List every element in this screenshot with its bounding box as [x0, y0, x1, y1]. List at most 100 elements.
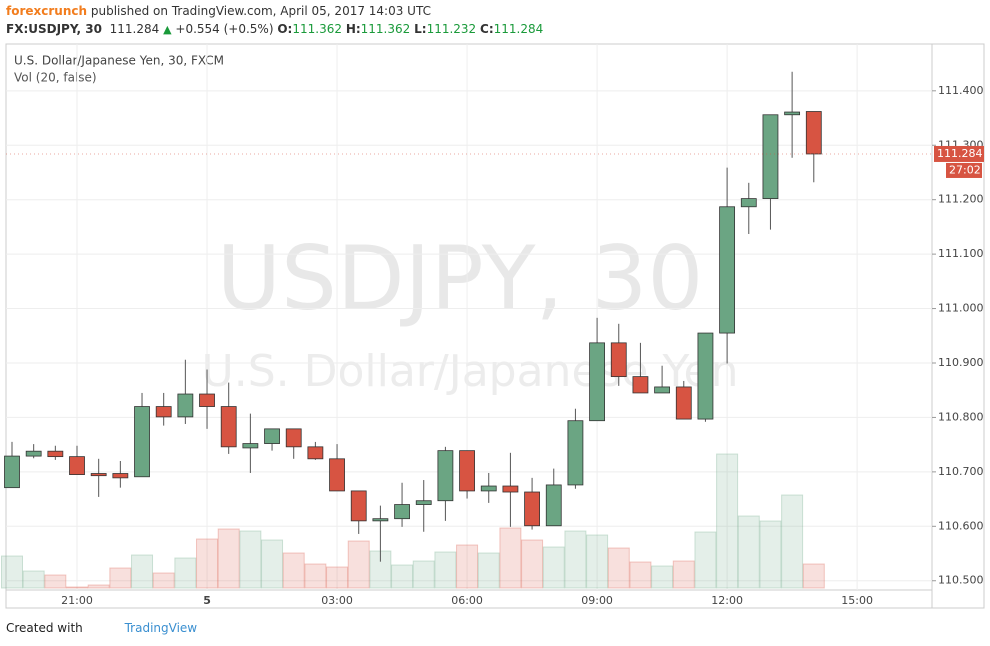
candle-body — [69, 456, 85, 475]
candle-body — [112, 473, 129, 479]
volume-bar — [66, 586, 89, 589]
candle-body — [567, 420, 584, 486]
x-tick-label: 15:00 — [841, 594, 873, 607]
volume-bar — [239, 530, 262, 589]
o-label: O: — [277, 22, 293, 36]
plot-frame — [5, 43, 933, 591]
volume-bar — [781, 494, 804, 589]
candle-body — [372, 518, 389, 522]
price-axis — [931, 43, 985, 609]
volume-bar — [802, 563, 825, 589]
volume-bar — [737, 515, 760, 589]
x-tick-label: 03:00 — [321, 594, 353, 607]
volume-bar — [196, 538, 219, 589]
candle-body — [545, 484, 562, 527]
candle-body — [589, 342, 605, 422]
candle-body — [459, 450, 475, 492]
candle-body — [415, 500, 432, 505]
volume-bar — [499, 527, 522, 589]
volume-bar — [369, 550, 392, 589]
volume-bar — [152, 572, 175, 589]
y-tick-label: 110.900 — [938, 356, 984, 369]
y-tick-label: 111.100 — [938, 247, 984, 260]
candle-body — [632, 376, 649, 394]
candle-body — [199, 393, 215, 407]
candle-body — [502, 485, 519, 493]
volume-bar — [456, 544, 479, 589]
y-tick-label: 110.500 — [938, 574, 984, 587]
volume-bar — [304, 563, 327, 589]
last-price-tag — [934, 145, 984, 162]
candle-body — [719, 206, 736, 334]
y-tick-label: 111.200 — [938, 193, 984, 206]
candle-body — [524, 491, 540, 527]
candle-body — [697, 332, 714, 420]
watermark: U.S. Dollar/Japanese Yen — [202, 346, 739, 397]
volume-bar — [87, 584, 110, 589]
candle-body — [762, 114, 779, 200]
time-axis — [5, 589, 933, 609]
y-tick-label: 110.700 — [938, 465, 984, 478]
change: +0.554 (+0.5%) — [175, 22, 274, 36]
candle-body — [285, 428, 302, 448]
footer: Created with TradingView — [6, 621, 197, 635]
y-tick-label: 111.300 — [938, 138, 984, 151]
volume-bar — [347, 540, 370, 589]
arrow: ▲ — [163, 23, 172, 36]
candle-body — [740, 198, 757, 208]
h-label: H: — [345, 22, 361, 36]
volume-bar — [564, 530, 587, 589]
candle-body — [437, 450, 454, 502]
volume-bar — [629, 561, 652, 589]
volume-bar — [477, 552, 500, 589]
volume-bar — [22, 570, 45, 589]
candle-body — [394, 504, 410, 520]
volume-bar — [326, 566, 349, 589]
x-tick-label: 09:00 — [581, 594, 613, 607]
volume-bar — [651, 565, 674, 589]
price: 111.284 — [109, 22, 160, 36]
volume-bar — [217, 528, 240, 589]
volume-bar — [521, 539, 544, 589]
watermark: USDJPY, 30 — [217, 227, 704, 330]
candle-body — [47, 450, 64, 458]
volume-bar — [716, 453, 739, 589]
x-tick-label: 06:00 — [451, 594, 483, 607]
candle-body — [4, 455, 20, 489]
header-line: forexcrunch published on TradingView.com… — [6, 4, 431, 18]
published-text: published on TradingView.com, April 05, … — [90, 4, 431, 18]
c-value: 111.284 — [493, 22, 544, 36]
volume-bar — [542, 546, 565, 589]
volume-bar — [412, 560, 435, 589]
x-tick-label: 21:00 — [61, 594, 93, 607]
candle-body — [350, 490, 367, 522]
candle-body — [25, 450, 42, 457]
candle-body — [220, 406, 237, 448]
candle-body — [90, 473, 107, 477]
last-price-label: 111.284 — [937, 147, 983, 160]
volume-bar — [131, 554, 154, 589]
publisher[interactable]: forexcrunch — [6, 4, 88, 18]
x-tick-label: 12:00 — [711, 594, 743, 607]
tradingview-link[interactable]: TradingView — [124, 621, 198, 635]
candle-body — [675, 386, 692, 420]
o-value: 111.362 — [292, 22, 342, 36]
volume-bar — [694, 531, 717, 589]
candle-body — [784, 111, 801, 116]
candle-body — [805, 111, 822, 155]
h-value: 111.362 — [360, 22, 411, 36]
volume-bar — [174, 557, 197, 589]
volume-bar — [109, 567, 132, 589]
volume-legend: Vol (20, false) — [14, 71, 97, 85]
candle-body — [610, 342, 627, 378]
symbol: FX:USDJPY, 30 — [6, 22, 102, 36]
volume-bar — [607, 547, 630, 589]
candle-body — [480, 485, 497, 492]
y-tick-label: 110.800 — [938, 410, 984, 423]
l-value: 111.232 — [426, 22, 477, 36]
volume-bar — [759, 520, 782, 589]
countdown: 27:02 — [949, 163, 981, 176]
volume-bar — [1, 555, 23, 589]
c-label: C: — [480, 22, 494, 36]
